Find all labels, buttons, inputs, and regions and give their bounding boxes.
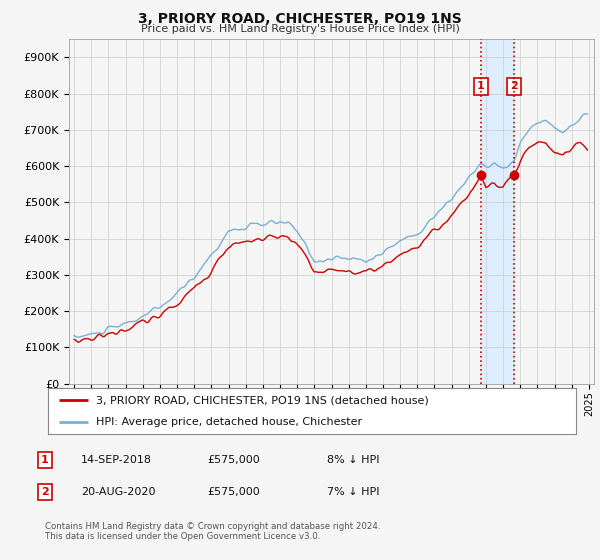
Text: £575,000: £575,000 [207, 487, 260, 497]
Text: 2: 2 [41, 487, 49, 497]
Text: £575,000: £575,000 [207, 455, 260, 465]
Text: Price paid vs. HM Land Registry's House Price Index (HPI): Price paid vs. HM Land Registry's House … [140, 24, 460, 34]
Text: Contains HM Land Registry data © Crown copyright and database right 2024.
This d: Contains HM Land Registry data © Crown c… [45, 522, 380, 542]
Bar [481, 39, 514, 384]
Text: 1: 1 [41, 455, 49, 465]
Text: 3, PRIORY ROAD, CHICHESTER, PO19 1NS: 3, PRIORY ROAD, CHICHESTER, PO19 1NS [138, 12, 462, 26]
Text: HPI: Average price, detached house, Chichester: HPI: Average price, detached house, Chic… [95, 417, 362, 427]
Text: 20-AUG-2020: 20-AUG-2020 [81, 487, 155, 497]
Text: 3, PRIORY ROAD, CHICHESTER, PO19 1NS (detached house): 3, PRIORY ROAD, CHICHESTER, PO19 1NS (de… [95, 395, 428, 405]
Text: 14-SEP-2018: 14-SEP-2018 [81, 455, 152, 465]
Text: 7% ↓ HPI: 7% ↓ HPI [327, 487, 380, 497]
Text: 2: 2 [510, 81, 518, 91]
Text: 1: 1 [477, 81, 485, 91]
Text: 8% ↓ HPI: 8% ↓ HPI [327, 455, 380, 465]
